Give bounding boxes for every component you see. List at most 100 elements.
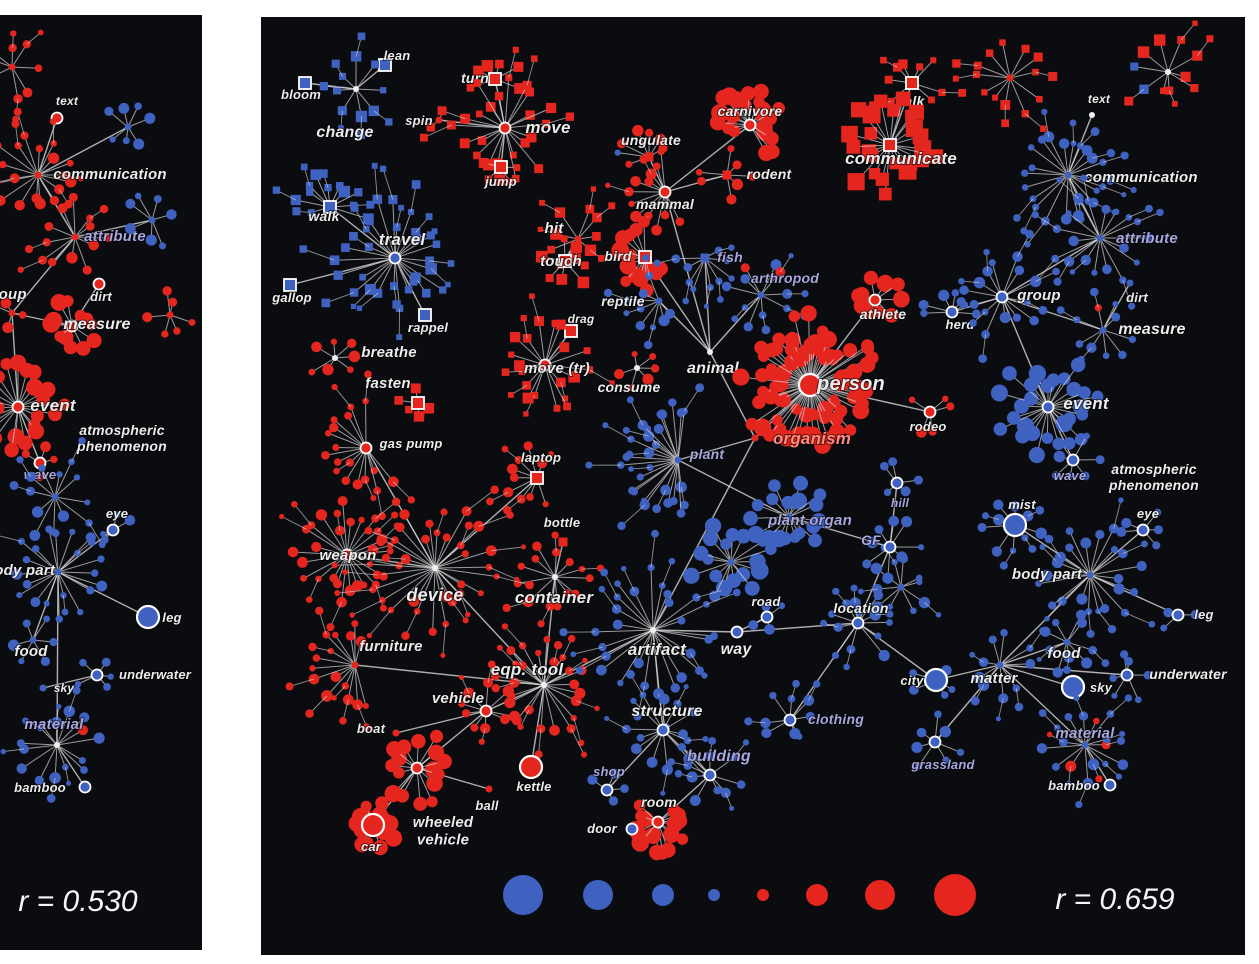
graph-edge xyxy=(984,77,1011,93)
graph-node xyxy=(279,513,285,520)
graph-node xyxy=(411,227,421,238)
graph-edge xyxy=(543,669,583,686)
graph-node xyxy=(319,169,328,178)
cluster-label: communication xyxy=(53,166,166,183)
graph-node xyxy=(9,480,19,490)
graph-node xyxy=(44,311,63,330)
graph-node xyxy=(604,715,610,722)
graph-edge xyxy=(630,467,651,470)
graph-node xyxy=(431,228,438,235)
graph-node xyxy=(882,572,894,584)
graph-edge xyxy=(56,711,70,746)
graph-node xyxy=(514,360,525,372)
graph-node xyxy=(366,632,373,639)
graph-node xyxy=(660,210,670,220)
graph-node xyxy=(934,710,942,719)
graph-node xyxy=(862,559,872,569)
graph-node xyxy=(667,758,675,766)
graph-node xyxy=(145,234,157,246)
graph-node xyxy=(99,530,107,537)
graph-node xyxy=(82,265,92,275)
graph-node xyxy=(1063,437,1076,450)
graph-edge xyxy=(997,698,1004,719)
graph-node xyxy=(831,651,840,660)
graph-node xyxy=(384,785,402,803)
graph-edge xyxy=(0,406,19,419)
graph-node xyxy=(565,112,574,121)
graph-edge xyxy=(57,552,78,573)
graph-edge xyxy=(573,646,603,655)
cluster-hub xyxy=(655,297,663,305)
graph-node xyxy=(329,573,338,583)
graph-edge xyxy=(313,664,356,680)
graph-node xyxy=(1118,497,1124,503)
graph-node xyxy=(315,575,322,583)
graph-node xyxy=(381,553,391,563)
graph-node xyxy=(1141,540,1148,548)
graph-edge xyxy=(55,533,59,573)
graph-node xyxy=(704,517,722,535)
cluster-hub xyxy=(11,400,25,414)
graph-edge xyxy=(1014,524,1091,576)
cluster-hub xyxy=(298,76,312,90)
graph-node xyxy=(477,590,484,597)
graph-node xyxy=(404,285,413,294)
graph-node xyxy=(761,325,771,335)
graph-node xyxy=(481,60,494,72)
graph-node xyxy=(631,350,638,358)
graph-edge xyxy=(1113,500,1122,529)
graph-node xyxy=(88,239,99,251)
cluster-wheeled: wheeled vehicle xyxy=(384,729,475,849)
graph-node xyxy=(0,433,3,444)
graph-node xyxy=(72,686,81,695)
graph-node xyxy=(808,497,824,512)
graph-node xyxy=(1066,381,1082,397)
graph-node xyxy=(360,800,372,812)
graph-edge xyxy=(323,85,357,90)
graph-node xyxy=(969,319,977,327)
graph-edge xyxy=(760,294,788,309)
graph-edge xyxy=(434,567,447,625)
graph-edge xyxy=(54,477,78,498)
graph-node xyxy=(0,160,7,169)
graph-edge xyxy=(1097,307,1104,331)
cluster-athlete: athlete xyxy=(851,270,910,323)
cluster-hub xyxy=(90,668,104,682)
cluster-label: underwater xyxy=(1149,666,1228,682)
graph-node xyxy=(439,286,447,294)
cluster-hub xyxy=(558,254,572,268)
graph-node xyxy=(391,511,399,519)
graph-edge xyxy=(396,207,402,228)
graph-node xyxy=(425,213,433,221)
cluster-atmos: atmospheric phenomenon xyxy=(1107,460,1200,494)
graph-node xyxy=(806,519,821,534)
graph-node xyxy=(1068,235,1079,247)
graph-node xyxy=(428,627,437,636)
cluster-label: plant organ xyxy=(767,512,852,529)
cluster-hill: hill xyxy=(879,457,923,511)
graph-node xyxy=(84,499,91,506)
graph-node xyxy=(640,497,648,504)
graph-edge xyxy=(308,578,319,600)
graph-edge xyxy=(377,257,396,294)
graph-node xyxy=(1021,110,1030,118)
graph-node xyxy=(366,200,375,209)
graph-edge xyxy=(652,629,700,672)
graph-node xyxy=(349,612,355,618)
graph-edge xyxy=(523,318,528,339)
graph-node xyxy=(732,588,741,597)
cluster-label: event xyxy=(1063,394,1110,413)
graph-node xyxy=(978,354,988,363)
graph-edge xyxy=(1122,543,1145,554)
graph-edge xyxy=(1089,574,1126,614)
cluster-starA xyxy=(952,39,1058,132)
graph-node xyxy=(0,370,5,384)
graph-node xyxy=(296,556,308,568)
graph-node xyxy=(21,449,30,458)
graph-node xyxy=(364,370,372,378)
graph-edge xyxy=(626,456,679,461)
graph-node xyxy=(73,474,81,481)
graph-node xyxy=(37,29,44,36)
graph-node xyxy=(1130,62,1139,71)
graph-node xyxy=(915,574,923,582)
